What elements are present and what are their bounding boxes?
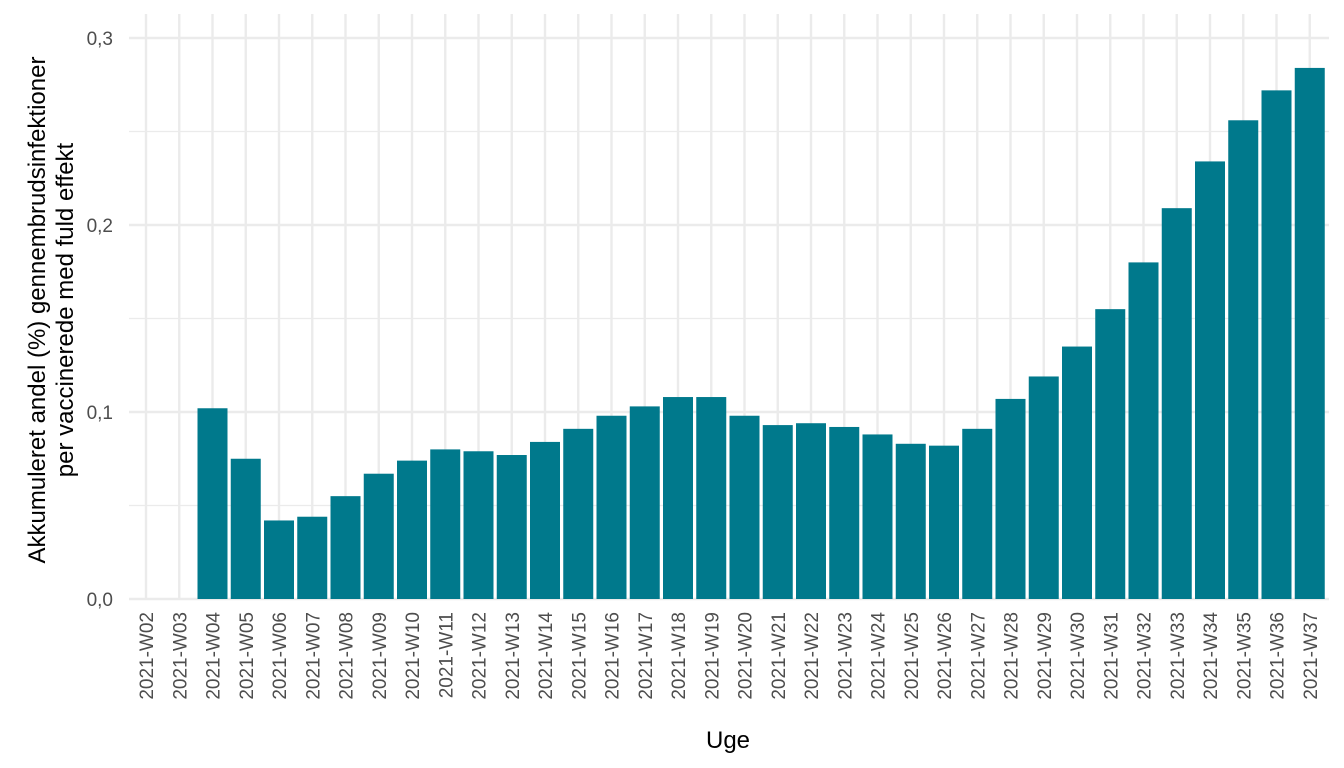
x-tick-label: 2021-W35	[1234, 612, 1255, 700]
bar	[663, 397, 693, 599]
x-tick-label: 2021-W09	[370, 612, 391, 700]
x-tick-label: 2021-W19	[702, 612, 723, 700]
x-tick-label: 2021-W18	[669, 612, 690, 700]
x-axis-title: Uge	[706, 727, 750, 754]
x-tick-label: 2021-W17	[636, 612, 657, 700]
bar	[596, 415, 627, 599]
bar	[530, 441, 560, 599]
bar	[829, 426, 860, 599]
bar	[1062, 346, 1092, 599]
bar	[1261, 90, 1292, 600]
bar	[563, 428, 594, 599]
x-tick-label: 2021-W07	[303, 612, 324, 700]
x-tick-label: 2021-W22	[802, 612, 823, 700]
x-tick-label: 2021-W06	[270, 612, 291, 700]
x-tick-label: 2021-W05	[237, 612, 258, 700]
x-tick-label: 2021-W14	[536, 612, 557, 700]
bar	[1294, 67, 1325, 600]
bar	[995, 398, 1026, 599]
bar	[1095, 309, 1126, 599]
x-tick-label: 2021-W08	[337, 612, 358, 700]
bar	[430, 449, 461, 599]
bar	[297, 516, 328, 599]
bar	[264, 520, 294, 599]
bar	[496, 455, 527, 599]
x-tick-label: 2021-W27	[968, 612, 989, 700]
y-axis-title-line-1: Akkumuleret andel (%) gennembrudsinfekti…	[24, 57, 51, 564]
bar	[929, 445, 959, 599]
y-tick-label: 0,1	[87, 403, 113, 424]
x-tick-label: 2021-W26	[935, 612, 956, 700]
y-tick-label: 0,0	[87, 590, 113, 611]
y-axis-title: Akkumuleret andel (%) gennembrudsinfekti…	[24, 57, 79, 564]
bar	[1161, 208, 1192, 600]
x-tick-label: 2021-W33	[1168, 612, 1189, 700]
x-tick-label: 2021-W16	[603, 612, 624, 700]
bar	[197, 408, 228, 599]
bar	[1128, 262, 1159, 599]
x-tick-label: 2021-W34	[1201, 612, 1222, 700]
bar	[1028, 376, 1059, 599]
y-tick-label: 0,3	[87, 29, 113, 50]
x-tick-label: 2021-W15	[569, 612, 590, 700]
x-tick-label: 2021-W21	[769, 612, 790, 700]
bar	[862, 434, 893, 599]
x-tick-label: 2021-W36	[1268, 612, 1289, 700]
x-tick-label: 2021-W12	[470, 612, 491, 700]
x-tick-label: 2021-W02	[137, 612, 158, 700]
bar	[962, 428, 993, 599]
x-tick-label: 2021-W29	[1035, 612, 1056, 700]
x-tick-label: 2021-W30	[1068, 612, 1089, 700]
x-tick-label: 2021-W11	[436, 612, 457, 698]
y-axis-title-line-2: per vaccinerede med fuld effekt	[52, 142, 79, 477]
x-axis-ticks: 2021-W02 2021-W03 2021-W04 2021-W05 2021-W06…	[137, 612, 1322, 700]
bar	[796, 423, 826, 599]
y-tick-label: 0,2	[87, 216, 113, 237]
x-tick-label: 2021-W04	[204, 612, 225, 700]
x-tick-label: 2021-W37	[1301, 612, 1322, 700]
x-tick-label: 2021-W13	[503, 612, 524, 700]
bar	[762, 425, 793, 599]
bar	[230, 458, 261, 599]
x-tick-label: 2021-W28	[1002, 612, 1023, 700]
bar	[629, 406, 660, 599]
x-tick-label: 2021-W25	[902, 612, 923, 700]
bar	[895, 443, 926, 599]
bars-layer	[197, 67, 1325, 600]
bar	[397, 460, 427, 599]
x-tick-label: 2021-W20	[736, 612, 757, 700]
x-tick-label: 2021-W23	[835, 612, 856, 700]
bar	[696, 397, 727, 599]
y-axis-ticks: 0,0 0,1 0,2 0,3	[87, 29, 113, 611]
x-tick-label: 2021-W32	[1135, 612, 1156, 700]
x-tick-label: 2021-W31	[1101, 612, 1122, 700]
bar	[463, 451, 494, 599]
bar	[1228, 120, 1259, 599]
bar	[729, 415, 760, 599]
bar	[330, 496, 361, 599]
bar	[1195, 161, 1225, 600]
x-tick-label: 2021-W03	[170, 612, 191, 700]
bar	[363, 473, 394, 599]
x-tick-label: 2021-W24	[869, 612, 890, 700]
x-tick-label: 2021-W10	[403, 612, 424, 700]
